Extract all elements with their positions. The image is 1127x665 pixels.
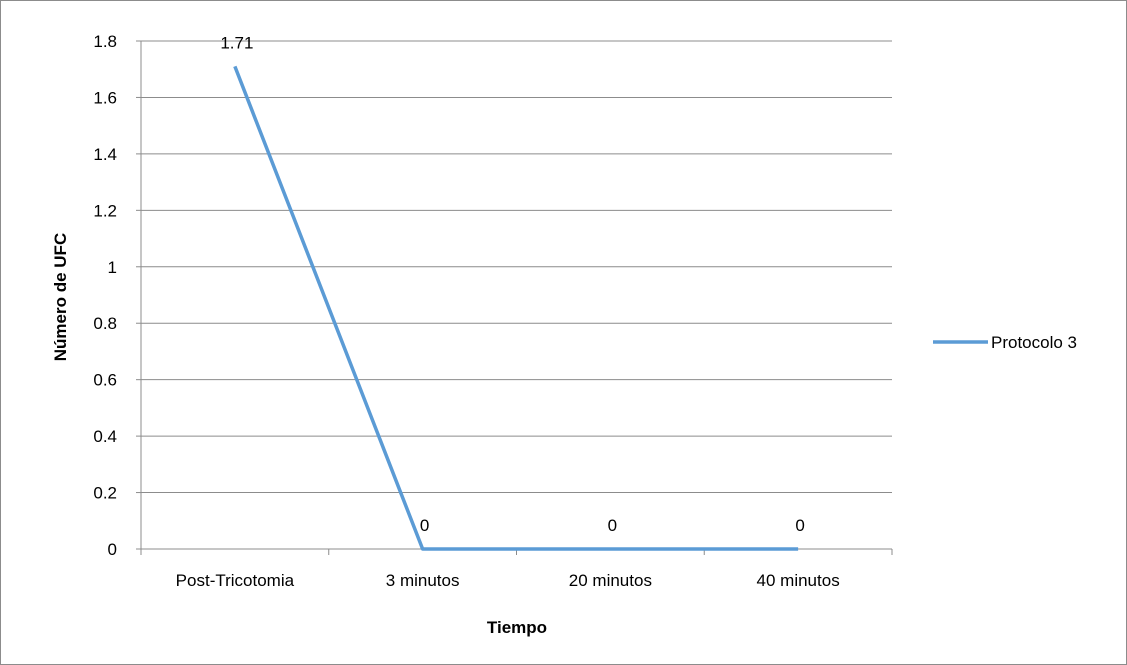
y-tick-label: 1 [108,258,117,277]
x-axis-title: Tiempo [487,618,547,637]
data-label: 0 [420,516,429,535]
axes [136,40,893,555]
series-lines [233,65,799,551]
x-tick-label: 3 minutos [386,571,460,590]
y-tick-label: 1.8 [93,32,117,51]
y-tick-label: 0.6 [93,371,117,390]
legend: Protocolo 3 [933,333,1077,352]
data-label: 1.71 [220,33,253,52]
gridlines [141,40,892,494]
data-labels: 1.71 0 0 0 [220,33,805,535]
y-tick-labels: 0 0.2 0.4 0.6 0.8 1 1.2 1.4 1.6 1.8 [93,32,117,559]
y-tick-label: 1.6 [93,88,117,107]
series-line-protocolo-3 [233,65,799,551]
y-tick-label: 1.4 [93,145,117,164]
x-tick-label: Post-Tricotomia [176,571,295,590]
y-tick-label: 0.8 [93,314,117,333]
data-label: 0 [795,516,804,535]
x-tick-label: 20 minutos [569,571,652,590]
y-tick-label: 1.2 [93,201,117,220]
y-tick-label: 0 [108,540,117,559]
y-tick-label: 0.4 [93,427,117,446]
x-tick-label: 40 minutos [757,571,840,590]
y-axis-title: Número de UFC [51,233,70,361]
x-tick-labels: Post-Tricotomia 3 minutos 20 minutos 40 min… [176,571,840,590]
data-label: 0 [608,516,617,535]
legend-label-protocolo-3: Protocolo 3 [991,333,1077,352]
y-tick-label: 0.2 [93,484,117,503]
